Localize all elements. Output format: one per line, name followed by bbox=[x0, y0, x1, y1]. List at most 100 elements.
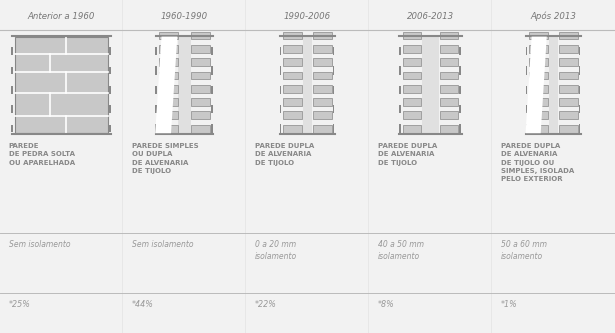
Bar bbox=[191, 32, 210, 39]
Bar bbox=[284, 98, 302, 106]
Bar bbox=[284, 32, 302, 39]
Bar bbox=[159, 58, 178, 66]
Bar bbox=[159, 72, 178, 79]
Bar bbox=[440, 98, 458, 106]
Text: Sem isolamento: Sem isolamento bbox=[9, 240, 70, 249]
Bar bbox=[403, 45, 421, 53]
Bar bbox=[211, 86, 213, 94]
Bar bbox=[559, 72, 577, 79]
Bar bbox=[403, 125, 421, 133]
Bar bbox=[284, 45, 302, 53]
Text: 1990-2006: 1990-2006 bbox=[284, 12, 331, 21]
Bar bbox=[403, 85, 421, 93]
Bar bbox=[313, 45, 331, 53]
Bar bbox=[284, 58, 302, 66]
Bar bbox=[12, 86, 14, 94]
Bar bbox=[191, 125, 210, 133]
Text: *44%: *44% bbox=[132, 300, 154, 309]
Bar bbox=[399, 86, 400, 94]
Bar bbox=[399, 105, 400, 113]
Bar bbox=[313, 125, 331, 133]
Bar bbox=[15, 37, 108, 133]
Bar bbox=[440, 85, 458, 93]
Bar bbox=[559, 32, 577, 39]
Bar bbox=[579, 124, 581, 133]
Bar bbox=[284, 72, 302, 79]
Bar bbox=[313, 112, 331, 119]
Bar bbox=[211, 47, 213, 55]
Bar bbox=[333, 66, 335, 75]
Bar bbox=[559, 112, 577, 119]
Bar bbox=[403, 58, 421, 66]
Text: PAREDE
DE PEDRA SOLTA
OU APARELHADA: PAREDE DE PEDRA SOLTA OU APARELHADA bbox=[9, 143, 75, 166]
Bar bbox=[579, 86, 581, 94]
Bar bbox=[422, 37, 439, 133]
Bar bbox=[159, 112, 178, 119]
Bar bbox=[109, 86, 111, 94]
Bar bbox=[403, 32, 421, 39]
Bar bbox=[559, 45, 577, 53]
Bar bbox=[530, 72, 548, 79]
Bar bbox=[440, 45, 458, 53]
Text: *8%: *8% bbox=[378, 300, 394, 309]
Bar bbox=[559, 85, 577, 93]
Bar bbox=[156, 66, 157, 75]
Text: 1960-1990: 1960-1990 bbox=[161, 12, 208, 21]
Bar bbox=[530, 125, 548, 133]
Bar bbox=[579, 47, 581, 55]
Bar bbox=[280, 47, 281, 55]
Bar bbox=[156, 47, 157, 55]
Bar bbox=[459, 47, 461, 55]
Bar bbox=[440, 125, 458, 133]
Bar bbox=[530, 85, 548, 93]
Bar bbox=[313, 98, 331, 106]
Bar bbox=[526, 66, 527, 75]
Bar bbox=[399, 47, 400, 55]
Text: Após 2013: Após 2013 bbox=[531, 12, 576, 21]
Bar bbox=[313, 58, 331, 66]
Text: PAREDE SIMPLES
OU DUPLA
DE ALVENARIA
DE TIJOLO: PAREDE SIMPLES OU DUPLA DE ALVENARIA DE … bbox=[132, 143, 198, 174]
Bar bbox=[530, 32, 548, 39]
Text: *1%: *1% bbox=[501, 300, 517, 309]
Bar bbox=[579, 66, 581, 75]
Text: 2006-2013: 2006-2013 bbox=[407, 12, 454, 21]
Bar bbox=[313, 85, 331, 93]
Bar bbox=[109, 67, 111, 74]
Bar bbox=[459, 66, 461, 75]
Bar bbox=[440, 32, 458, 39]
Text: 50 a 60 mm
isolamento: 50 a 60 mm isolamento bbox=[501, 240, 547, 261]
Text: PAREDE DUPLA
DE ALVENARIA
DE TIJOLO: PAREDE DUPLA DE ALVENARIA DE TIJOLO bbox=[378, 143, 437, 166]
Bar bbox=[178, 37, 191, 133]
Text: Anterior a 1960: Anterior a 1960 bbox=[28, 12, 95, 21]
Bar bbox=[109, 47, 111, 55]
Bar bbox=[191, 58, 210, 66]
Polygon shape bbox=[526, 37, 547, 133]
Bar bbox=[559, 98, 577, 106]
Bar bbox=[109, 105, 111, 113]
Text: *25%: *25% bbox=[9, 300, 31, 309]
Bar bbox=[403, 112, 421, 119]
Bar bbox=[333, 124, 335, 133]
Text: *22%: *22% bbox=[255, 300, 277, 309]
Bar bbox=[159, 45, 178, 53]
Bar bbox=[530, 45, 548, 53]
Bar bbox=[333, 105, 335, 113]
Text: PAREDE DUPLA
DE ALVENARIA
DE TIJOLO OU
SIMPLES, ISOLADA
PELO EXTERIOR: PAREDE DUPLA DE ALVENARIA DE TIJOLO OU S… bbox=[501, 143, 574, 182]
Bar bbox=[333, 47, 335, 55]
Bar bbox=[12, 125, 14, 132]
Bar bbox=[526, 105, 527, 113]
Bar bbox=[526, 86, 527, 94]
Bar bbox=[459, 105, 461, 113]
Bar bbox=[159, 85, 178, 93]
Bar bbox=[530, 58, 548, 66]
Bar bbox=[284, 112, 302, 119]
Bar bbox=[399, 124, 400, 133]
Bar bbox=[12, 105, 14, 113]
Bar bbox=[459, 86, 461, 94]
Bar bbox=[284, 85, 302, 93]
Bar bbox=[159, 32, 178, 39]
Bar bbox=[191, 85, 210, 93]
Bar bbox=[280, 124, 281, 133]
Bar bbox=[191, 72, 210, 79]
Bar bbox=[559, 58, 577, 66]
